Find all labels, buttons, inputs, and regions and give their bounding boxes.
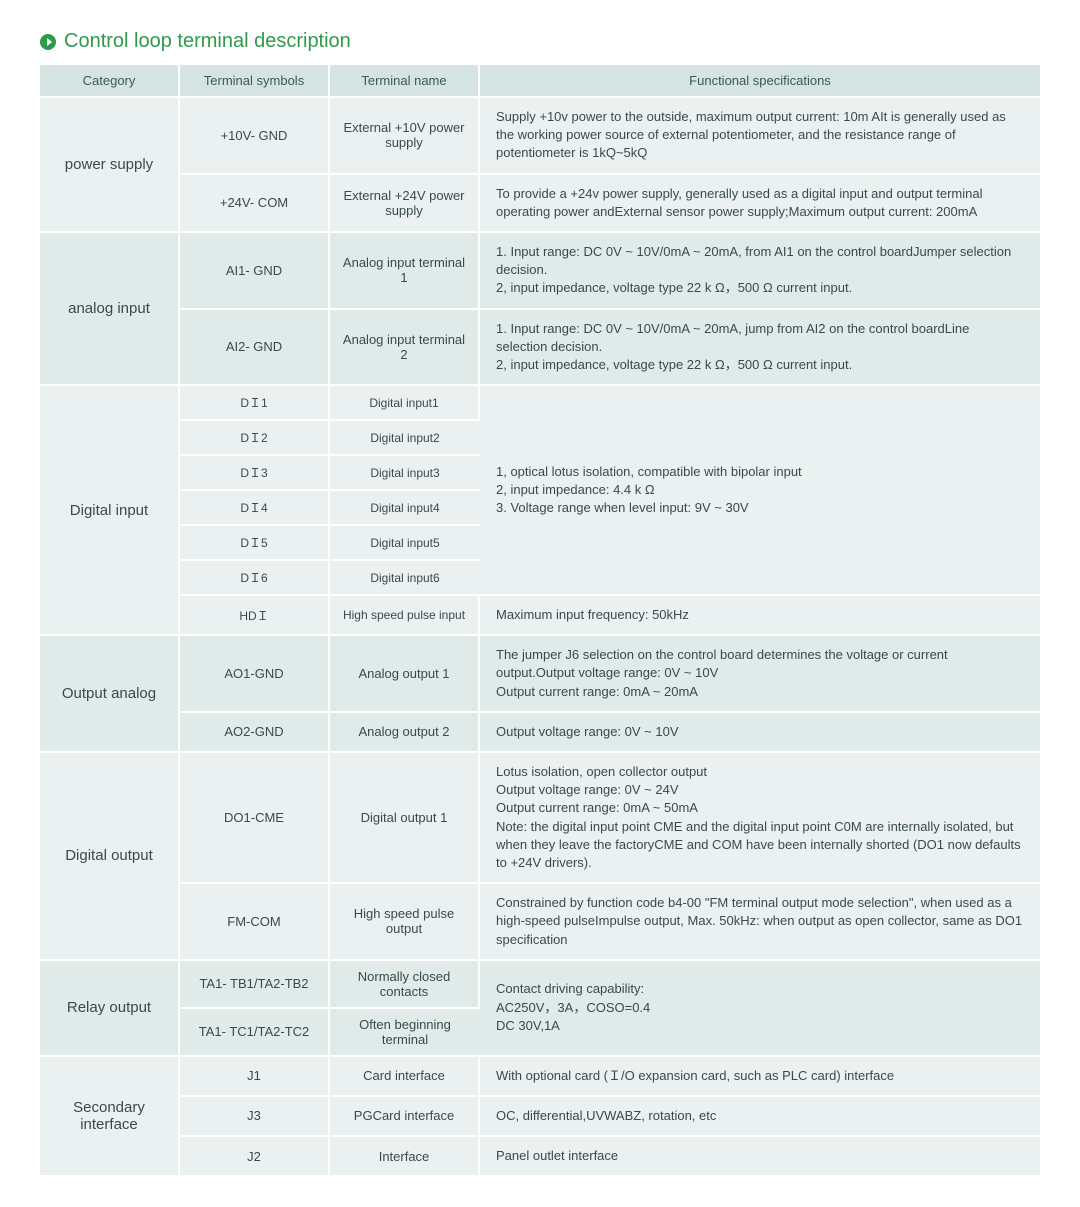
- symbol-cell: AI1- GND: [180, 233, 330, 310]
- category-cell: Output analog: [40, 636, 180, 753]
- symbol-cell: +10V- GND: [180, 98, 330, 175]
- symbol-cell: J2: [180, 1137, 330, 1177]
- symbol-cell: AI2- GND: [180, 310, 330, 387]
- col-spec: Functional specifications: [480, 65, 1040, 98]
- symbol-cell: DＩ2: [180, 421, 330, 456]
- terminal-name-cell: Digital input1: [330, 386, 480, 421]
- spec-cell: Supply +10v power to the outside, maximu…: [480, 98, 1040, 175]
- table-row: Secondary interfaceJ1Card interfaceWith …: [40, 1057, 1040, 1097]
- spec-cell: Panel outlet interface: [480, 1137, 1040, 1177]
- terminal-name-cell: Analog output 1: [330, 636, 480, 713]
- spec-cell: Output voltage range: 0V ~ 10V: [480, 713, 1040, 753]
- terminal-name-cell: Interface: [330, 1137, 480, 1177]
- spec-cell: 1, optical lotus isolation, compatible w…: [480, 386, 1040, 596]
- spec-cell: Maximum input frequency: 50kHz: [480, 596, 1040, 636]
- terminal-name-cell: Often beginning terminal: [330, 1009, 480, 1057]
- category-cell: analog input: [40, 233, 180, 386]
- symbol-cell: +24V- COM: [180, 175, 330, 233]
- spec-cell: 1. Input range: DC 0V ~ 10V/0mA ~ 20mA, …: [480, 233, 1040, 310]
- spec-cell: 1. Input range: DC 0V ~ 10V/0mA ~ 20mA, …: [480, 310, 1040, 387]
- table-row: J3PGCard interfaceOC, differential,UVWAB…: [40, 1097, 1040, 1137]
- table-row: AO2-GNDAnalog output 2Output voltage ran…: [40, 713, 1040, 753]
- symbol-cell: DＩ4: [180, 491, 330, 526]
- table-row: Output analogAO1-GNDAnalog output 1The j…: [40, 636, 1040, 713]
- spec-cell: With optional card (Ｉ/O expansion card, …: [480, 1057, 1040, 1097]
- symbol-cell: DＩ1: [180, 386, 330, 421]
- terminal-name-cell: Digital input3: [330, 456, 480, 491]
- symbol-cell: FM-COM: [180, 884, 330, 961]
- table-row: Digital inputDＩ1Digital input11, optical…: [40, 386, 1040, 421]
- symbol-cell: AO1-GND: [180, 636, 330, 713]
- category-cell: Relay output: [40, 961, 180, 1057]
- title-row: Control loop terminal description: [40, 30, 1040, 53]
- spec-cell: To provide a +24v power supply, generall…: [480, 175, 1040, 233]
- table-row: power supply+10V- GNDExternal +10V power…: [40, 98, 1040, 175]
- terminal-name-cell: PGCard interface: [330, 1097, 480, 1137]
- category-cell: Secondary interface: [40, 1057, 180, 1178]
- col-name: Terminal name: [330, 65, 480, 98]
- terminal-name-cell: External +24V power supply: [330, 175, 480, 233]
- table-row: +24V- COMExternal +24V power supplyTo pr…: [40, 175, 1040, 233]
- terminal-name-cell: Digital input2: [330, 421, 480, 456]
- table-row: FM-COMHigh speed pulse outputConstrained…: [40, 884, 1040, 961]
- category-cell: Digital output: [40, 753, 180, 961]
- table-row: J2InterfacePanel outlet interface: [40, 1137, 1040, 1177]
- symbol-cell: AO2-GND: [180, 713, 330, 753]
- terminal-name-cell: Digital output 1: [330, 753, 480, 884]
- table-row: analog inputAI1- GNDAnalog input termina…: [40, 233, 1040, 310]
- category-cell: Digital input: [40, 386, 180, 636]
- col-symbols: Terminal symbols: [180, 65, 330, 98]
- symbol-cell: TA1- TC1/TA2-TC2: [180, 1009, 330, 1057]
- terminal-name-cell: High speed pulse output: [330, 884, 480, 961]
- symbol-cell: DＩ5: [180, 526, 330, 561]
- terminal-name-cell: External +10V power supply: [330, 98, 480, 175]
- col-category: Category: [40, 65, 180, 98]
- symbol-cell: J1: [180, 1057, 330, 1097]
- arrow-bullet-icon: [40, 34, 56, 50]
- symbol-cell: J3: [180, 1097, 330, 1137]
- symbol-cell: DＩ3: [180, 456, 330, 491]
- terminal-table: Category Terminal symbols Terminal name …: [40, 65, 1040, 1177]
- table-row: Digital outputDO1-CMEDigital output 1Lot…: [40, 753, 1040, 884]
- category-cell: power supply: [40, 98, 180, 233]
- terminal-name-cell: Analog output 2: [330, 713, 480, 753]
- terminal-name-cell: Analog input terminal 1: [330, 233, 480, 310]
- spec-cell: Contact driving capability: AC250V，3A，CO…: [480, 961, 1040, 1057]
- terminal-name-cell: Analog input terminal 2: [330, 310, 480, 387]
- table-row: Relay outputTA1- TB1/TA2-TB2Normally clo…: [40, 961, 1040, 1009]
- symbol-cell: DO1-CME: [180, 753, 330, 884]
- terminal-name-cell: Digital input5: [330, 526, 480, 561]
- spec-cell: OC, differential,UVWABZ, rotation, etc: [480, 1097, 1040, 1137]
- terminal-name-cell: High speed pulse input: [330, 596, 480, 636]
- terminal-name-cell: Normally closed contacts: [330, 961, 480, 1009]
- terminal-name-cell: Card interface: [330, 1057, 480, 1097]
- symbol-cell: TA1- TB1/TA2-TB2: [180, 961, 330, 1009]
- table-header-row: Category Terminal symbols Terminal name …: [40, 65, 1040, 98]
- page-title: Control loop terminal description: [64, 30, 351, 53]
- symbol-cell: HDＩ: [180, 596, 330, 636]
- terminal-name-cell: Digital input6: [330, 561, 480, 596]
- table-row: AI2- GNDAnalog input terminal 21. Input …: [40, 310, 1040, 387]
- spec-cell: The jumper J6 selection on the control b…: [480, 636, 1040, 713]
- terminal-name-cell: Digital input4: [330, 491, 480, 526]
- table-row: HDＩHigh speed pulse inputMaximum input f…: [40, 596, 1040, 636]
- spec-cell: Constrained by function code b4-00 "FM t…: [480, 884, 1040, 961]
- spec-cell: Lotus isolation, open collector output O…: [480, 753, 1040, 884]
- symbol-cell: DＩ6: [180, 561, 330, 596]
